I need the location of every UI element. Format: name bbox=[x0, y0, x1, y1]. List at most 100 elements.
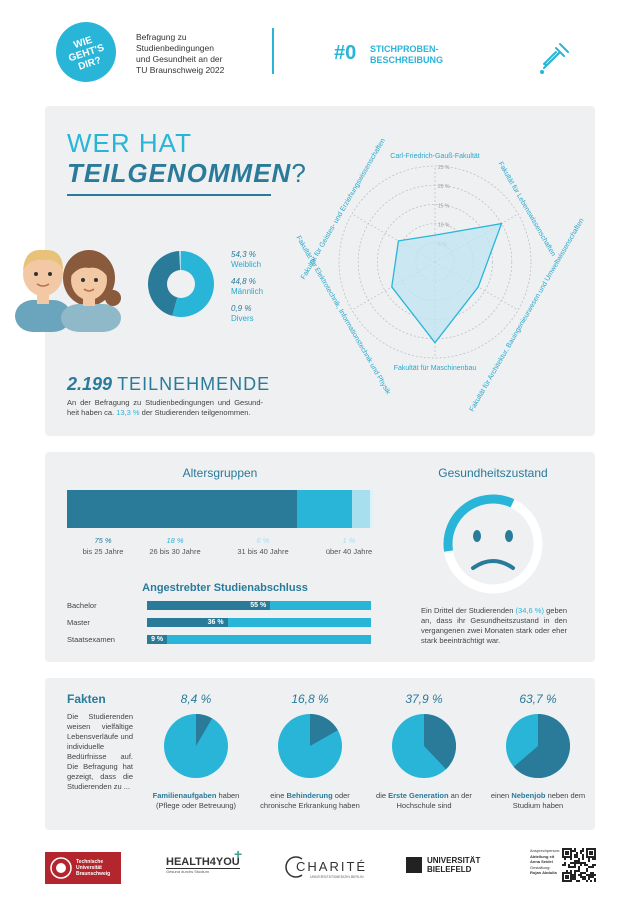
fact-caption-highlight: Behinderung bbox=[286, 791, 333, 800]
health4you-logo: HEALTH4YOU Gesund durchs Studium + bbox=[166, 846, 242, 874]
degree-pct: 36 % bbox=[205, 618, 226, 627]
radar-category-label: Fakultät für Maschinenbau bbox=[394, 365, 477, 372]
contact-info: Ansprechperson: Abteilung xit Anna Seide… bbox=[530, 848, 560, 876]
age-group-label: über 40 Jahre bbox=[325, 547, 373, 556]
facts-text: Die Studierenden weisen vielfältige Lebe… bbox=[67, 712, 133, 791]
degree-bar-track: 9 % bbox=[147, 635, 371, 644]
degree-row: Bachelor 55 % bbox=[67, 600, 371, 617]
degree-row: Master 36 % bbox=[67, 617, 371, 634]
gender-legend: 54,3 % Weiblich 44,8 % Männlich 0,9 % Di… bbox=[231, 250, 263, 324]
fact-caption-post: haben (Pflege oder Betreuung) bbox=[155, 791, 240, 810]
tu-logo: Technische Universität Braunschweig bbox=[45, 852, 121, 884]
title-qmark: ? bbox=[291, 158, 307, 188]
age-group-label: bis 25 Jahre bbox=[82, 547, 124, 556]
fact-caption-post: oder chronische Erkrankung haben bbox=[260, 791, 360, 810]
age-label: 6 % 31 bis 40 Jahre bbox=[223, 536, 303, 556]
health-text-post: geben an, dass ihr Gesundheitszustand in… bbox=[421, 606, 567, 645]
age-pct: 1 % bbox=[342, 536, 356, 545]
total-label: TEILNEHMENDE bbox=[117, 374, 271, 394]
contact-line: Rojan Abdulla bbox=[530, 870, 557, 875]
footer: Technische Universität Braunschweig HEAL… bbox=[0, 842, 640, 902]
title-underline bbox=[67, 194, 271, 196]
health4you-name: HEALTH4YOU bbox=[166, 856, 240, 869]
tu-line: Universität bbox=[76, 865, 102, 871]
charite-name: CHARITÉ bbox=[296, 859, 368, 874]
bielefeld-logo: UNIVERSITÄT BIELEFELD bbox=[406, 856, 480, 874]
fact-pie-slice bbox=[513, 714, 570, 778]
radar-category-label: Fakultät für Geistes- und Erziehungswiss… bbox=[300, 137, 387, 280]
degree-rows: Bachelor 55 % Master 36 % Staatsexamen 9 % bbox=[67, 600, 371, 651]
charite-c-icon bbox=[285, 856, 303, 878]
gender-maennlich-label: Männlich bbox=[231, 287, 264, 296]
fact-pie-slice bbox=[196, 714, 213, 746]
age-bar-segment bbox=[67, 490, 297, 528]
fact-pie-chart bbox=[278, 714, 342, 778]
section-number: #0 bbox=[334, 42, 357, 64]
radar-tick-label: 15 % bbox=[438, 203, 450, 209]
title-line-2: TEILGENOMMEN? bbox=[67, 158, 307, 189]
degree-pct: 55 % bbox=[248, 601, 269, 610]
fact-pie-chart bbox=[164, 714, 228, 778]
plus-icon: + bbox=[234, 846, 243, 862]
age-stacked-bar bbox=[67, 490, 373, 528]
radar-grid-ring bbox=[377, 204, 493, 320]
demographics-panel: Altersgruppen 75 % bis 25 Jahre 18 % 26 bis… bbox=[45, 452, 595, 662]
header-subtitle: Befragung zu Studienbedingungen und Gesu… bbox=[136, 32, 224, 76]
pipette-icon bbox=[540, 43, 569, 74]
tu-line: Braunschweig bbox=[76, 871, 111, 877]
fact-caption-post: an der Hochschule sind bbox=[396, 791, 472, 810]
age-label: 75 % bis 25 Jahre bbox=[63, 536, 143, 556]
contact-line: Anna Seidel bbox=[530, 859, 553, 864]
faces-illustration bbox=[15, 249, 121, 332]
age-bar-segment bbox=[369, 490, 373, 528]
age-group-label: 26 bis 30 Jahre bbox=[149, 547, 201, 556]
gender-divers-label: Divers bbox=[231, 314, 254, 323]
age-pct: 75 % bbox=[94, 536, 112, 545]
degree-bar-fill: 9 % bbox=[147, 635, 168, 644]
fact-pct: 37,9 % bbox=[405, 692, 443, 706]
fact-pie-item: 63,7 % einen Nebenjob neben dem Studium h… bbox=[481, 688, 595, 810]
fact-caption: Familienaufgaben haben (Pflege oder Betr… bbox=[146, 791, 246, 810]
title-line-1: WER HAT bbox=[67, 128, 192, 158]
donut-maennlich bbox=[148, 251, 181, 316]
health-text: Ein Drittel der Studierenden (34,6 %) ge… bbox=[421, 606, 567, 646]
age-label: 1 % über 40 Jahre bbox=[309, 536, 389, 556]
header-divider bbox=[272, 28, 274, 74]
contact-line: Gestaltung: bbox=[530, 864, 551, 870]
fact-caption: einen Nebenjob neben dem Studium haben bbox=[488, 791, 588, 810]
health-text-pre: Ein Drittel der Studierenden bbox=[421, 606, 514, 615]
fact-caption-post: neben dem Studium haben bbox=[512, 791, 586, 810]
charite-sub: UNIVERSITÄTSMEDIZIN BERLIN bbox=[310, 875, 364, 879]
contact-line: Ansprechperson: bbox=[530, 848, 561, 853]
gender-maennlich-value: 44,8 % bbox=[231, 277, 256, 286]
fact-pct: 63,7 % bbox=[519, 692, 557, 706]
fact-pie-slice bbox=[424, 714, 456, 770]
degree-bar-fill: 36 % bbox=[147, 618, 228, 627]
section-title-line: BESCHREIBUNG bbox=[370, 55, 444, 65]
radar-tick-label: 20 % bbox=[438, 184, 450, 190]
total-desc-pre: An der Befragung zu Studienbedingungen u… bbox=[67, 398, 263, 417]
age-pct: 6 % bbox=[256, 536, 270, 545]
gender-divers-value: 0,9 % bbox=[231, 304, 252, 313]
fact-caption: eine Behinderung oder chronische Erkrank… bbox=[260, 791, 360, 810]
logo-badge: WIE GEHT'S DIR? bbox=[48, 14, 124, 90]
subtitle-line: Befragung zu bbox=[136, 32, 187, 42]
title-main: TEILGENOMMEN bbox=[67, 158, 292, 188]
degree-bar-track: 55 % bbox=[147, 601, 371, 610]
qr-code-icon[interactable] bbox=[562, 848, 596, 882]
radar-tick-label: 10 % bbox=[438, 223, 450, 229]
facts-title: Fakten bbox=[67, 692, 106, 706]
subtitle-line: Studienbedingungen bbox=[136, 43, 214, 53]
age-bar-segment bbox=[351, 490, 370, 528]
fact-pies: 8,4 % Familienaufgaben haben (Pflege oder… bbox=[139, 688, 595, 828]
total-desc-post: der Studierenden teilgenommen. bbox=[141, 408, 251, 417]
degree-label: Master bbox=[67, 618, 90, 627]
total-headline: 2.199 TEILNEHMENDE bbox=[67, 374, 270, 395]
fact-pct: 16,8 % bbox=[291, 692, 329, 706]
section-title: STICHPROBEN- BESCHREIBUNG bbox=[370, 44, 443, 66]
degree-label: Bachelor bbox=[67, 601, 97, 610]
age-bar-segment bbox=[296, 490, 352, 528]
fact-pie-item: 16,8 % eine Behinderung oder chronische E… bbox=[253, 688, 367, 810]
degree-bar-fill: 55 % bbox=[147, 601, 271, 610]
fact-pct: 8,4 % bbox=[180, 692, 212, 706]
